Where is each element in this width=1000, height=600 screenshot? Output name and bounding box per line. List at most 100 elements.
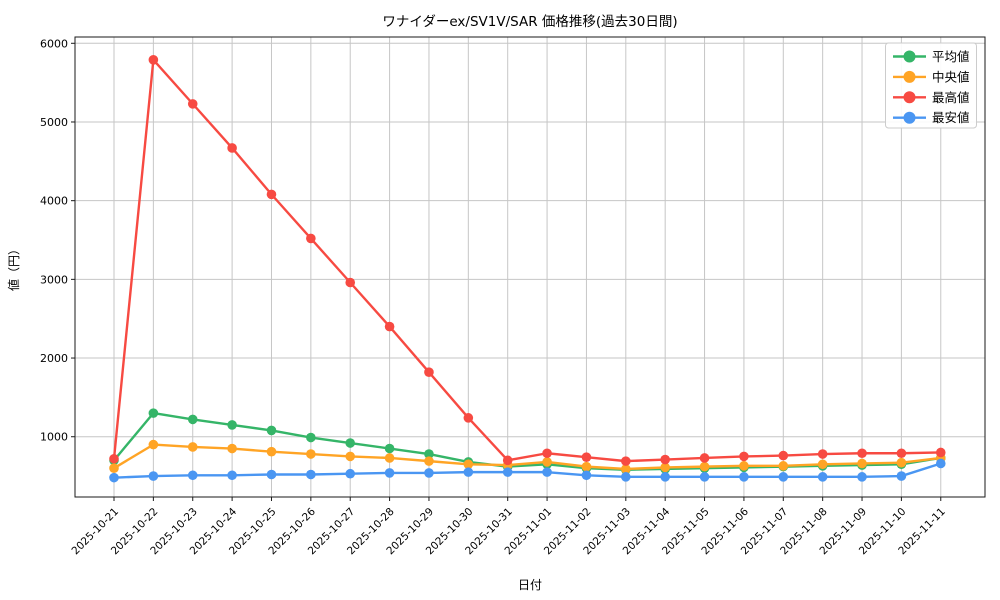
legend-label-median: 中央値 [932,69,970,84]
marker-median [739,461,749,471]
marker-highest [581,452,592,462]
series-line-highest [112,58,941,463]
tick-layer: 2025-10-212025-10-222025-10-232025-10-24… [40,37,948,557]
marker-lowest [857,472,867,482]
marker-highest [109,453,119,464]
marker-lowest [148,471,159,481]
marker-median [187,442,198,452]
grid-layer [75,37,985,497]
marker-median [896,457,907,468]
marker-median [384,453,395,463]
marker-highest [660,454,670,465]
marker-highest [463,413,474,423]
marker-average [424,449,434,459]
marker-lowest [817,472,828,482]
marker-highest [817,449,828,459]
series-line-average [113,411,941,471]
marker-median [699,461,710,472]
marker-median [345,451,356,462]
marker-average [227,420,237,430]
legend-label-average: 平均値 [932,49,970,64]
marker-median [463,459,474,470]
legend-marker-average [903,50,916,63]
marker-median [817,459,828,470]
marker-lowest [463,467,474,477]
marker-highest [502,455,513,466]
marker-median [227,443,237,454]
marker-lowest [424,468,434,478]
y-axis-label: 値（円） [6,243,21,291]
marker-median [109,463,119,474]
marker-lowest [345,468,356,479]
marker-highest [187,99,198,109]
y-tick-label: 3000 [40,273,68,286]
marker-median [857,458,867,469]
y-tick-label: 4000 [40,195,68,208]
marker-lowest [502,467,513,477]
chart-title: ワナイダーex/SV1V/SAR 価格推移(過去30日間) [382,14,677,30]
marker-lowest [109,472,119,483]
marker-lowest [778,472,789,482]
marker-average [306,432,316,443]
marker-median [542,457,552,467]
marker-highest [306,233,316,244]
marker-highest [148,55,159,65]
marker-average [148,408,159,418]
marker-lowest [621,472,631,482]
marker-average [384,443,395,454]
marker-highest [896,448,907,459]
marker-highest [699,453,710,463]
legend-box [885,42,977,129]
marker-lowest [542,467,552,477]
series-line-lowest [113,462,942,479]
series-line-median [113,443,941,471]
marker-highest [384,321,395,332]
x-axis-label: 日付 [518,578,542,592]
marker-lowest [739,472,749,482]
marker-highest [345,277,356,288]
marker-lowest [384,468,395,478]
marker-median [148,439,159,450]
marker-median [581,461,592,472]
y-tick-label: 5000 [40,116,68,129]
marker-highest [857,448,867,459]
marker-highest [542,448,552,459]
y-tick-label: 1000 [40,431,68,444]
marker-lowest [306,469,316,480]
marker-lowest [581,470,592,481]
marker-highest [621,456,631,466]
y-tick-label: 2000 [40,352,68,365]
legend-marker-median [903,70,916,83]
marker-lowest [227,470,237,481]
marker-lowest [266,469,277,480]
plot-frame [74,36,986,498]
marker-median [306,449,316,459]
marker-highest [424,367,434,378]
marker-median [660,462,670,473]
marker-highest [739,451,749,462]
marker-highest [935,447,946,458]
marker-average [187,414,198,425]
marker-lowest [935,458,946,469]
series-layer [109,55,946,483]
marker-median [778,461,789,471]
marker-lowest [660,472,670,482]
legend-marker-highest [903,91,916,104]
marker-average [345,438,356,448]
legend-label-highest: 最高値 [932,90,970,105]
marker-average [266,425,277,436]
legend-label-lowest: 最安値 [932,110,970,125]
marker-lowest [187,470,198,481]
marker-highest [778,450,789,461]
marker-median [424,456,434,466]
marker-median [621,464,631,474]
marker-lowest [896,471,907,481]
y-tick-label: 6000 [40,37,68,50]
legend-marker-lowest [903,111,916,124]
marker-highest [266,189,277,200]
marker-highest [227,143,237,153]
marker-lowest [699,472,710,482]
